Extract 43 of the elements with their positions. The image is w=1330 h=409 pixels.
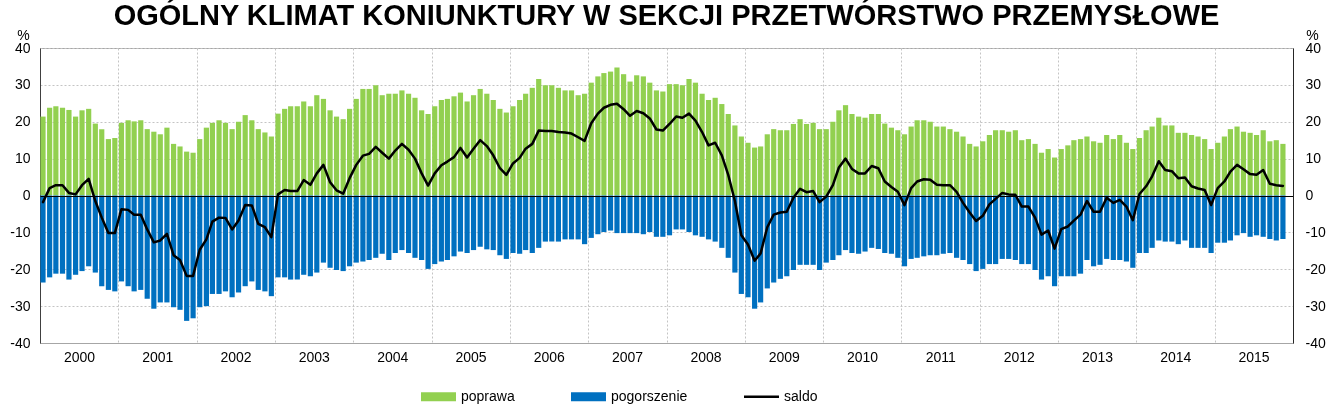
x-tick-label: 2001 — [142, 348, 174, 365]
y-tick-label: 30 — [14, 76, 31, 93]
x-tick-label: 2008 — [690, 348, 722, 365]
x-tick-label: 2003 — [298, 348, 331, 365]
bar — [1136, 137, 1143, 196]
y-tick-label: 10 — [14, 150, 31, 167]
x-tick-label: 2000 — [63, 348, 96, 365]
y2-tick-label: 10 — [1305, 150, 1322, 167]
y-tick-label: 20 — [14, 113, 31, 130]
x-tick-label: 2007 — [611, 348, 644, 365]
bar — [320, 98, 327, 196]
x-tick-label: 2005 — [455, 348, 487, 365]
y-tick-label: -10 — [10, 223, 31, 240]
y-tick-label: -40 — [10, 334, 31, 351]
x-tick-label: 2014 — [1160, 348, 1192, 365]
x-tick-label: 2012 — [1003, 348, 1036, 365]
y-tick-label: -20 — [10, 260, 31, 277]
x-tick-label: 2006 — [533, 348, 566, 365]
x-tick-label: 2002 — [220, 348, 252, 365]
y2-tick-label: -40 — [1305, 334, 1326, 351]
bar — [320, 195, 327, 263]
bar — [901, 134, 908, 196]
x-tick-label: 2009 — [768, 348, 801, 365]
y-tick-label: -30 — [10, 297, 31, 314]
bar — [666, 84, 673, 196]
y2-tick-label: 0 — [1305, 187, 1314, 203]
x-tick-label: 2010 — [846, 348, 879, 365]
y2-tick-label: -10 — [1305, 223, 1326, 240]
y2-tick-label: -30 — [1305, 297, 1326, 314]
y-tick-label: 0 — [22, 187, 31, 203]
chart-title: OGÓLNY KLIMAT KONIUNKTURY W SEKCJI PRZETWÓRSTWO PRZEMYSŁOWE — [113, 0, 1220, 31]
legend-label: saldo — [784, 387, 818, 404]
y2-tick-label: 30 — [1305, 76, 1322, 93]
x-tick-label: 2013 — [1081, 348, 1114, 365]
legend-label: poprawa — [461, 387, 515, 404]
y2-tick-label: -20 — [1305, 260, 1326, 277]
y2-tick-label: 20 — [1305, 113, 1322, 130]
bar — [666, 195, 673, 236]
legend-label: pogorszenie — [611, 387, 688, 404]
bar — [118, 122, 125, 196]
x-tick-label: 2011 — [925, 348, 957, 365]
x-tick-label: 2015 — [1238, 348, 1270, 365]
x-tick-label: 2004 — [377, 348, 409, 365]
